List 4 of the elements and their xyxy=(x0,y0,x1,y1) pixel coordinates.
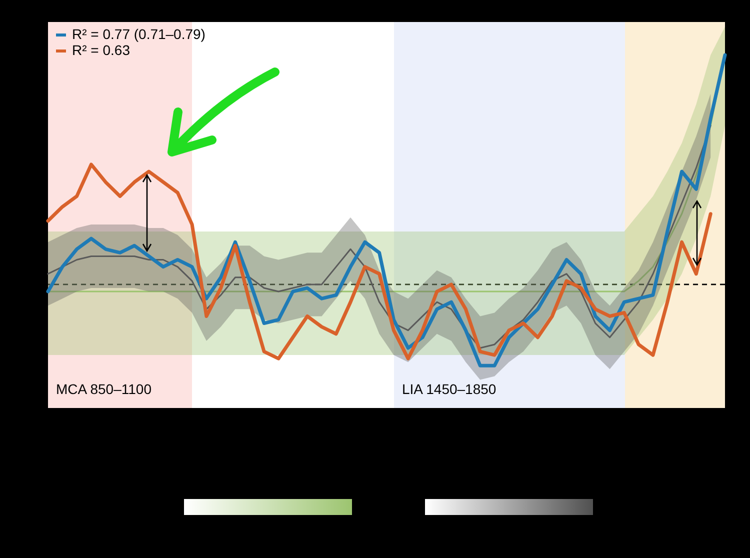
annotation: LIA 1450–1850 xyxy=(402,381,496,397)
legend-label: R² = 0.77 (0.71–0.79) xyxy=(72,26,206,42)
legend-label: R² = 0.63 xyxy=(72,42,130,58)
annotation: MCA 850–1100 xyxy=(56,381,152,397)
